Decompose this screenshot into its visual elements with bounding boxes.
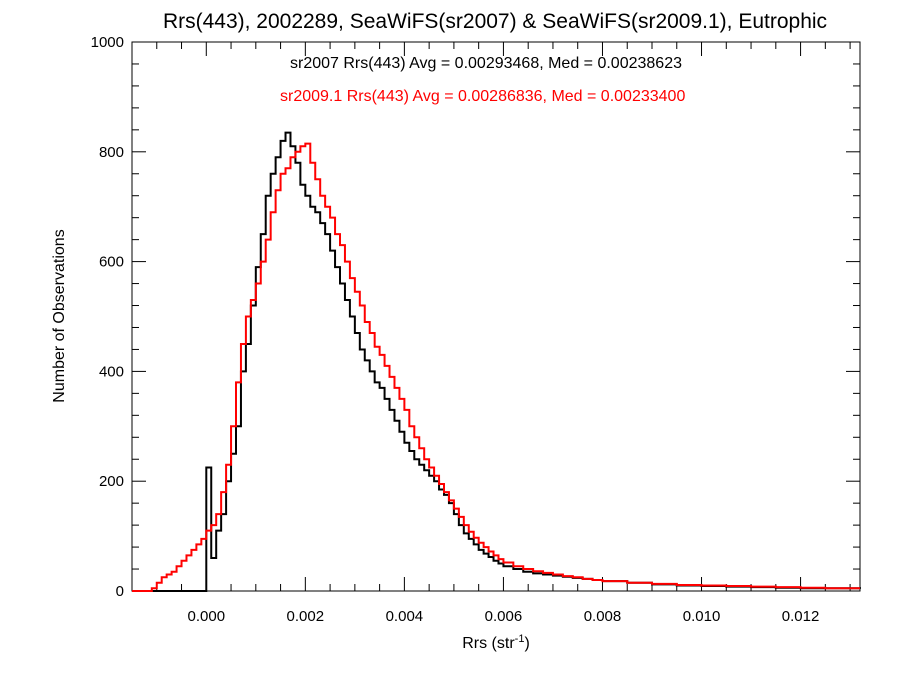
x-tick-label: 0.012 xyxy=(782,608,820,625)
y-axis-ticks: 0 200 400 600 800 1000 xyxy=(91,34,860,600)
x-axis-label-superscript: -1 xyxy=(515,633,525,645)
series-sr2009-histogram xyxy=(132,142,860,592)
x-axis-label-main: Rrs (str xyxy=(462,635,515,652)
y-tick-label: 400 xyxy=(99,363,124,380)
y-tick-label: 0 xyxy=(116,583,124,600)
plot-frame xyxy=(131,41,861,592)
y-tick-label: 800 xyxy=(99,144,124,161)
x-tick-label: 0.006 xyxy=(485,608,523,625)
x-tick-label: 0.010 xyxy=(683,608,721,625)
annotation-sr2009: sr2009.1 Rrs(443) Avg = 0.00286836, Med … xyxy=(280,88,685,105)
y-tick-label: 600 xyxy=(99,254,124,271)
y-tick-label: 200 xyxy=(99,473,124,490)
x-tick-label: 0.008 xyxy=(584,608,622,625)
series-layer xyxy=(132,131,861,592)
x-tick-label: 0.004 xyxy=(386,608,424,625)
annotation-sr2007: sr2007 Rrs(443) Avg = 0.00293468, Med = … xyxy=(290,55,682,72)
x-axis-label: Rrs (str-1) xyxy=(462,633,530,652)
chart-title: Rrs(443), 2002289, SeaWiFS(sr2007) & Sea… xyxy=(163,10,827,33)
x-axis-label-end: ) xyxy=(524,635,529,652)
y-axis-label: Number of Observations xyxy=(51,229,68,402)
y-tick-label: 1000 xyxy=(91,34,124,51)
x-tick-label: 0.000 xyxy=(188,608,226,625)
x-axis-ticks: 0.000 0.002 0.004 0.006 0.008 0.010 0.012 xyxy=(131,42,851,625)
x-tick-label: 0.002 xyxy=(287,608,325,625)
